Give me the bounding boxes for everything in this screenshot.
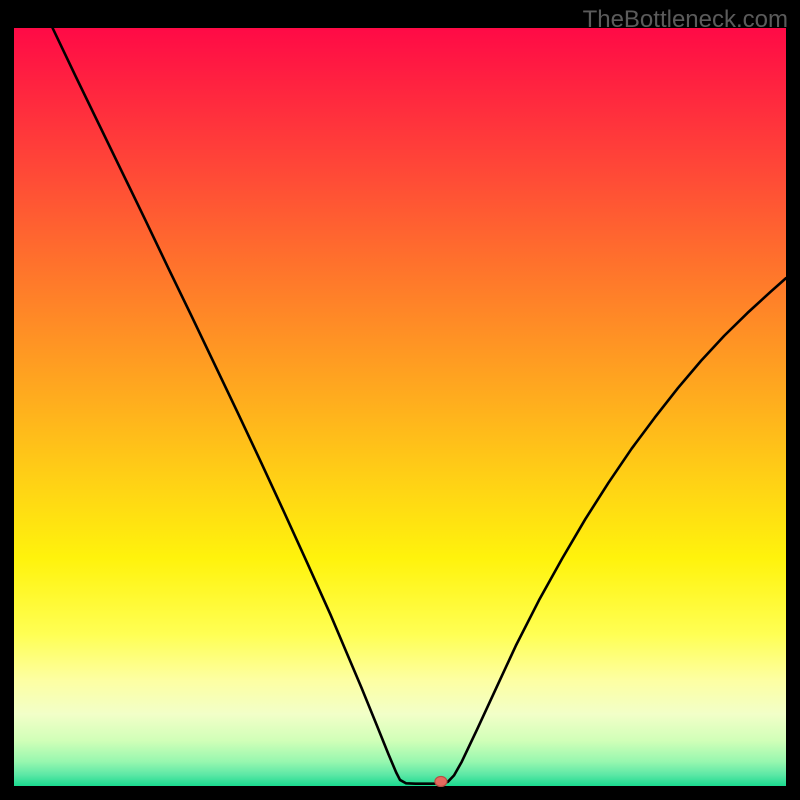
plot-background: [14, 28, 786, 786]
bottleneck-curve-chart: [0, 0, 800, 800]
optimum-marker: [435, 776, 447, 786]
watermark-text: TheBottleneck.com: [583, 6, 788, 34]
chart-stage: TheBottleneck.com: [0, 0, 800, 800]
